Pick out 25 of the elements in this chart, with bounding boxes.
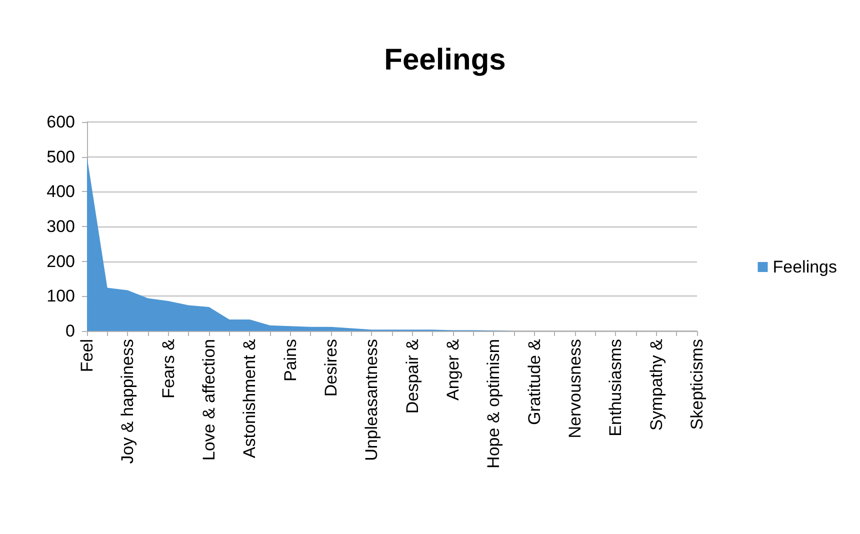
x-tick-label: Hope & optimism [484,339,504,468]
x-tick-label: Fears & [158,338,178,399]
x-tick-label: Desires [322,339,340,397]
y-tick-label: 0 [66,322,75,340]
x-tick-label: Joy & happiness [118,339,138,464]
y-tick-label: 100 [46,286,75,306]
y-tick-label: 200 [46,252,75,271]
legend-label: Feelings [772,258,838,276]
x-tick-label: Enthusiasms [606,339,626,436]
x-tick-label: Gratitude & [524,338,544,425]
y-tick-label: 500 [46,147,75,166]
y-tick-label: 600 [46,112,75,132]
x-tick-label: Unpleasantness [362,339,382,461]
chart-title: Feelings [384,44,506,76]
x-tick-label: Love & affection [200,339,218,461]
x-tick-label: Despair & [402,338,422,414]
x-tick-label: Feel [78,339,96,372]
y-tick-label: 300 [46,217,75,236]
x-tick-label: Skepticisms [688,339,706,430]
x-tick-label: Astonishment & [240,338,260,458]
x-tick-label: Sympathy & [646,338,666,431]
x-tick-label: Anger & [444,338,462,400]
x-tick-label: Nervousness [566,339,584,438]
x-tick-label: Pains [280,339,300,382]
y-tick-label: 400 [46,182,75,202]
